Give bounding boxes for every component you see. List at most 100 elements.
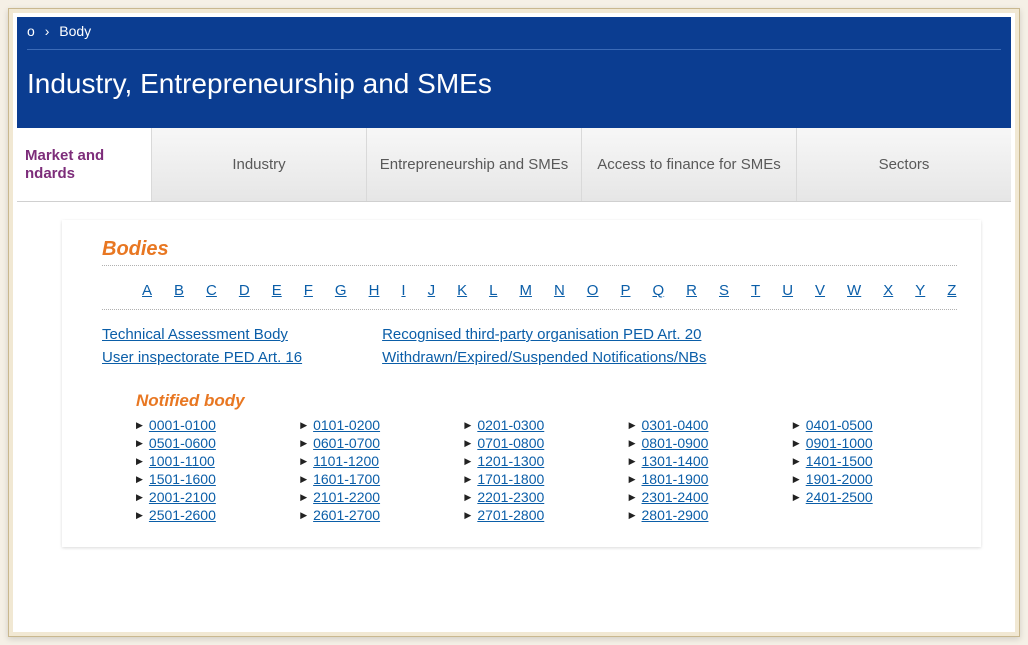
alpha-filter-i[interactable]: I <box>401 282 405 299</box>
alpha-filter-q[interactable]: Q <box>652 282 664 299</box>
body-type-link[interactable]: Withdrawn/Expired/Suspended Notification… <box>382 347 706 370</box>
range-item: ▶2301-2400 <box>629 489 793 505</box>
range-link-0501-0600[interactable]: 0501-0600 <box>149 435 216 451</box>
range-item: ▶0701-0800 <box>464 435 628 451</box>
alpha-filter-x[interactable]: X <box>883 282 893 299</box>
alpha-filter-k[interactable]: K <box>457 282 467 299</box>
range-link-1801-1900[interactable]: 1801-1900 <box>642 471 709 487</box>
alpha-filter-p[interactable]: P <box>620 282 630 299</box>
range-link-0601-0700[interactable]: 0601-0700 <box>313 435 380 451</box>
range-link-2501-2600[interactable]: 2501-2600 <box>149 507 216 523</box>
range-link-2301-2400[interactable]: 2301-2400 <box>642 489 709 505</box>
alpha-filter-b[interactable]: B <box>174 282 184 299</box>
alpha-filter-r[interactable]: R <box>686 282 697 299</box>
alpha-filter-c[interactable]: C <box>206 282 217 299</box>
range-item: ▶0301-0400 <box>629 417 793 433</box>
alpha-filter-g[interactable]: G <box>335 282 347 299</box>
type-links-right: Recognised third-party organisation PED … <box>382 324 706 369</box>
alpha-filter-t[interactable]: T <box>751 282 760 299</box>
breadcrumb-prev[interactable]: o <box>27 23 35 39</box>
range-link-0301-0400[interactable]: 0301-0400 <box>642 417 709 433</box>
range-link-2101-2200[interactable]: 2101-2200 <box>313 489 380 505</box>
range-link-0701-0800[interactable]: 0701-0800 <box>477 435 544 451</box>
range-link-0801-0900[interactable]: 0801-0900 <box>642 435 709 451</box>
triangle-right-icon: ▶ <box>464 456 471 467</box>
body-type-link[interactable]: User inspectorate PED Art. 16 <box>102 347 302 370</box>
range-link-1301-1400[interactable]: 1301-1400 <box>642 453 709 469</box>
main-tabs: Market and ndardsIndustryEntrepreneurshi… <box>17 128 1011 202</box>
range-link-1701-1800[interactable]: 1701-1800 <box>477 471 544 487</box>
range-link-2701-2800[interactable]: 2701-2800 <box>477 507 544 523</box>
range-link-1201-1300[interactable]: 1201-1300 <box>477 453 544 469</box>
range-item: ▶1101-1200 <box>300 453 464 469</box>
header-bar: o › Body Industry, Entrepreneurship and … <box>17 17 1011 128</box>
range-item: ▶ 0901-1000 <box>793 435 957 451</box>
alpha-filter-h[interactable]: H <box>369 282 380 299</box>
range-item: ▶ 2601-2700 <box>300 507 464 523</box>
body-type-links: Technical Assessment BodyUser inspectora… <box>102 324 957 369</box>
alpha-filter-y[interactable]: Y <box>915 282 925 299</box>
triangle-right-icon: ▶ <box>300 510 307 521</box>
tab-access-to-finance-for-smes[interactable]: Access to finance for SMEs <box>582 128 797 201</box>
range-item: ▶0801-0900 <box>629 435 793 451</box>
alpha-filter-z[interactable]: Z <box>947 282 956 299</box>
tab-market-and-ndards[interactable]: Market and ndards <box>17 128 152 201</box>
triangle-right-icon: ▶ <box>136 510 143 521</box>
alpha-filter-s[interactable]: S <box>719 282 729 299</box>
range-link-2401-2500[interactable]: 2401-2500 <box>806 489 873 505</box>
range-link-1501-1600[interactable]: 1501-1600 <box>149 471 216 487</box>
range-item: ▶ 1501-1600 <box>136 471 300 487</box>
page-title: Industry, Entrepreneurship and SMEs <box>17 68 1011 106</box>
triangle-right-icon: ▶ <box>793 438 800 449</box>
range-item: ▶2701-2800 <box>464 507 628 523</box>
alpha-filter-u[interactable]: U <box>782 282 793 299</box>
range-link-2001-2100[interactable]: 2001-2100 <box>149 489 216 505</box>
range-link-2801-2900[interactable]: 2801-2900 <box>642 507 709 523</box>
alpha-filter-n[interactable]: N <box>554 282 565 299</box>
range-link-1601-1700[interactable]: 1601-1700 <box>313 471 380 487</box>
alpha-filter-e[interactable]: E <box>272 282 282 299</box>
triangle-right-icon: ▶ <box>793 474 800 485</box>
range-link-1401-1500[interactable]: 1401-1500 <box>806 453 873 469</box>
range-link-2201-2300[interactable]: 2201-2300 <box>477 489 544 505</box>
alpha-filter-v[interactable]: V <box>815 282 825 299</box>
range-item: ▶0601-0700 <box>300 435 464 451</box>
alpha-filter-d[interactable]: D <box>239 282 250 299</box>
range-link-0401-0500[interactable]: 0401-0500 <box>806 417 873 433</box>
range-link-1901-2000[interactable]: 1901-2000 <box>806 471 873 487</box>
triangle-right-icon: ▶ <box>136 474 143 485</box>
range-item: ▶ 0001-0100 <box>136 417 300 433</box>
triangle-right-icon: ▶ <box>464 474 471 485</box>
breadcrumb: o › Body <box>17 17 1011 49</box>
alpha-filter-a[interactable]: A <box>142 282 152 299</box>
range-link-2601-2700[interactable]: 2601-2700 <box>313 507 380 523</box>
page-frame: o › Body Industry, Entrepreneurship and … <box>8 8 1020 637</box>
triangle-right-icon: ▶ <box>464 420 471 431</box>
alpha-filter-l[interactable]: L <box>489 282 497 299</box>
alpha-filter-o[interactable]: O <box>587 282 599 299</box>
range-link-1001-1100[interactable]: 1001-1100 <box>149 453 215 469</box>
body-type-link[interactable]: Technical Assessment Body <box>102 324 302 347</box>
alpha-filter-j[interactable]: J <box>428 282 436 299</box>
triangle-right-icon: ▶ <box>136 438 143 449</box>
range-link-1101-1200[interactable]: 1101-1200 <box>313 453 379 469</box>
range-link-0201-0300[interactable]: 0201-0300 <box>477 417 544 433</box>
range-item: ▶ 2501-2600 <box>136 507 300 523</box>
alpha-filter-m[interactable]: M <box>519 282 532 299</box>
tab-sectors[interactable]: Sectors <box>797 128 1011 201</box>
tab-industry[interactable]: Industry <box>152 128 367 201</box>
alpha-filter-w[interactable]: W <box>847 282 861 299</box>
tab-entrepreneurship-and-smes[interactable]: Entrepreneurship and SMEs <box>367 128 582 201</box>
triangle-right-icon: ▶ <box>136 420 143 431</box>
type-links-left: Technical Assessment BodyUser inspectora… <box>102 324 302 369</box>
triangle-right-icon: ▶ <box>793 420 800 431</box>
range-link-0101-0200[interactable]: 0101-0200 <box>313 417 380 433</box>
alphabet-filter: A B C D E F G H I J K L M N O P Q R S T U V W X Y Z <box>102 274 957 310</box>
range-item: ▶ 0201-0300 <box>464 417 628 433</box>
range-link-0001-0100[interactable]: 0001-0100 <box>149 417 216 433</box>
range-link-0901-1000[interactable]: 0901-1000 <box>806 435 873 451</box>
triangle-right-icon: ▶ <box>300 492 307 503</box>
range-item: ▶2001-2100 <box>136 489 300 505</box>
alpha-filter-f[interactable]: F <box>304 282 313 299</box>
body-type-link[interactable]: Recognised third-party organisation PED … <box>382 324 706 347</box>
